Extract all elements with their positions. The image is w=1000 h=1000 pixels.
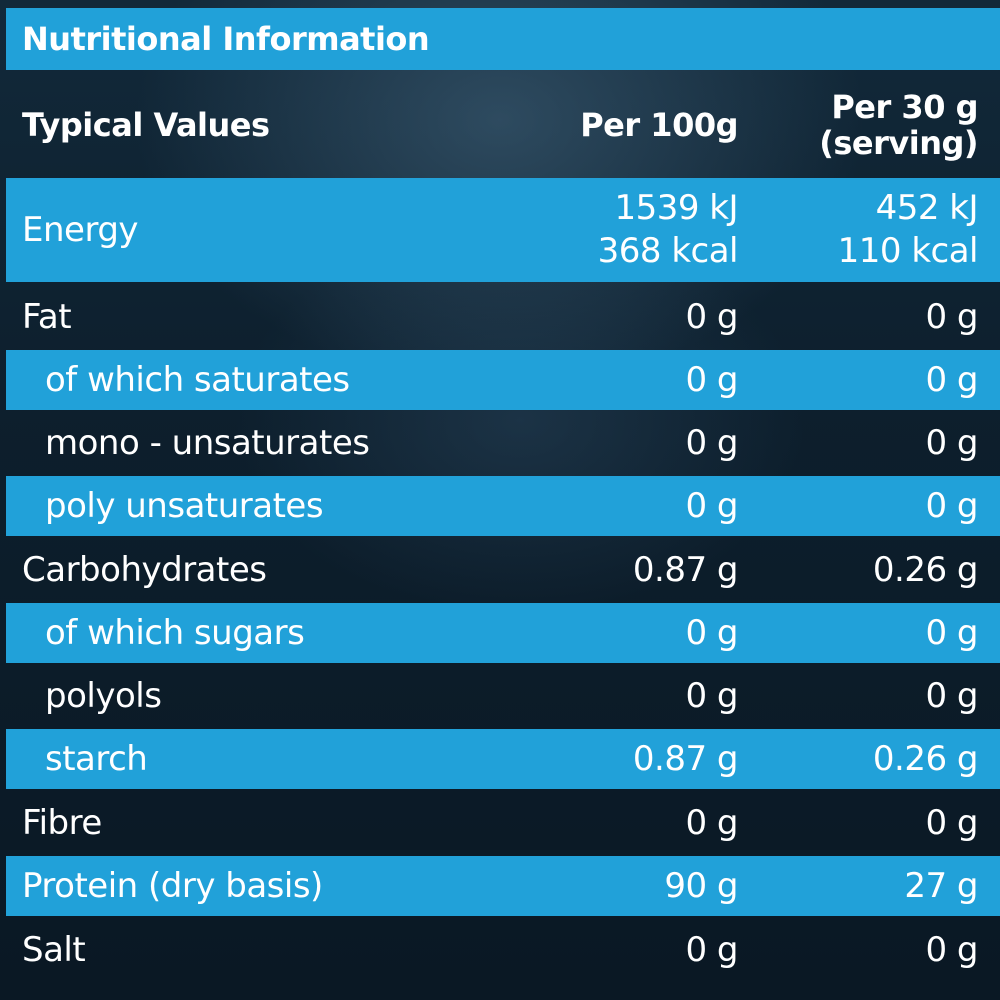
row-per-30g: 0 g (925, 930, 978, 970)
row-per-30g: 0 g (925, 613, 978, 653)
row-per-30g: 0 g (925, 803, 978, 843)
title-bar: Nutritional Information (6, 8, 1000, 70)
table-row: starch 0.87 g 0.26 g (6, 729, 1000, 789)
table-row: polyols 0 g 0 g (6, 666, 1000, 726)
row-per-100g: 0 g (685, 613, 738, 653)
row-label: poly unsaturates (45, 486, 324, 526)
row-per-30g: 0.26 g (872, 550, 979, 590)
row-label: of which sugars (45, 613, 305, 653)
row-label: polyols (45, 676, 162, 716)
header-row: Typical Values Per 100g Per 30 g (servin… (6, 75, 1000, 175)
row-per-30g: 0.26 g (872, 739, 979, 779)
table-row: mono - unsaturates 0 g 0 g (6, 413, 1000, 473)
row-label: Fat (22, 297, 72, 337)
row-label: Protein (dry basis) (22, 866, 323, 906)
row-per-100g: 0.87 g (632, 739, 739, 779)
row-per-30g: 0 g (925, 297, 978, 337)
energy-per-30g: 452 kJ 110 kcal (837, 187, 979, 273)
energy-per-100g-kj: 1539 kJ (614, 188, 738, 228)
row-per-100g: 0 g (685, 423, 738, 463)
table-row: of which sugars 0 g 0 g (6, 603, 1000, 663)
header-serving: (serving) (819, 124, 978, 162)
row-per-100g: 0 g (685, 486, 738, 526)
row-per-100g: 0 g (685, 676, 738, 716)
header-typical-values: Typical Values (22, 106, 270, 144)
row-label: Carbohydrates (22, 550, 267, 590)
row-label: Fibre (22, 803, 102, 843)
energy-per-100g: 1539 kJ 368 kcal (597, 187, 739, 273)
row-label: of which saturates (45, 360, 350, 400)
energy-label: Energy (22, 210, 139, 250)
table-row: Protein (dry basis) 90 g 27 g (6, 856, 1000, 916)
table-row: Fibre 0 g 0 g (6, 793, 1000, 853)
row-per-30g: 0 g (925, 486, 978, 526)
energy-per-100g-kcal: 368 kcal (597, 231, 739, 271)
row-per-30g: 0 g (925, 360, 978, 400)
row-per-30g: 0 g (925, 423, 978, 463)
header-per-30g: Per 30 g (831, 88, 978, 126)
header-per-serving: Per 30 g (serving) (819, 89, 978, 161)
energy-per-30g-kj: 452 kJ (875, 188, 979, 228)
table-row: of which saturates 0 g 0 g (6, 350, 1000, 410)
table-row: poly unsaturates 0 g 0 g (6, 476, 1000, 536)
row-label: mono - unsaturates (45, 423, 370, 463)
energy-per-30g-kcal: 110 kcal (837, 231, 979, 271)
table-row: Fat 0 g 0 g (6, 287, 1000, 347)
row-per-100g: 0.87 g (632, 550, 739, 590)
header-per-100g: Per 100g (580, 106, 738, 144)
row-per-100g: 0 g (685, 297, 738, 337)
energy-row: Energy 1539 kJ 368 kcal 452 kJ 110 kcal (6, 178, 1000, 282)
row-per-100g: 90 g (664, 866, 738, 906)
row-per-30g: 27 g (904, 866, 978, 906)
row-per-100g: 0 g (685, 803, 738, 843)
table-row: Salt 0 g 0 g (6, 919, 1000, 981)
row-per-100g: 0 g (685, 930, 738, 970)
row-per-30g: 0 g (925, 676, 978, 716)
table-title: Nutritional Information (22, 20, 430, 58)
row-label: starch (45, 739, 148, 779)
row-per-100g: 0 g (685, 360, 738, 400)
row-label: Salt (22, 930, 86, 970)
table-row: Carbohydrates 0.87 g 0.26 g (6, 540, 1000, 600)
